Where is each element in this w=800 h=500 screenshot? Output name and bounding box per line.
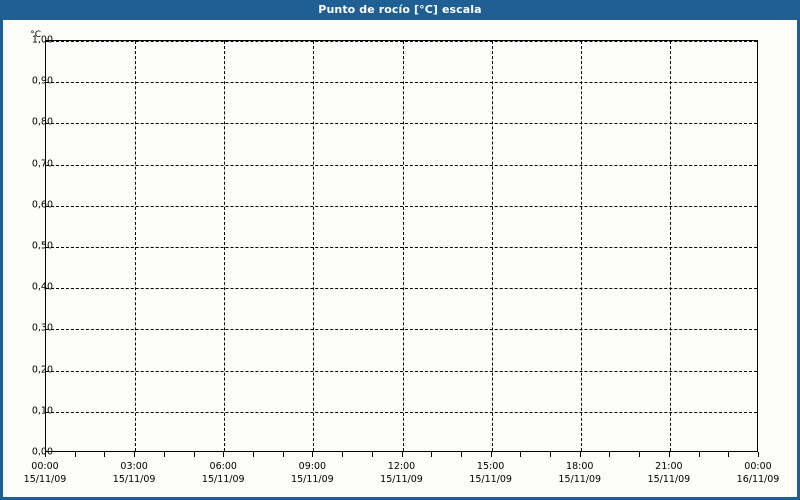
x-tick-time: 00:00 bbox=[31, 461, 59, 472]
y-axis-tick-label: 1,00 bbox=[31, 34, 53, 46]
gridline-vertical bbox=[580, 41, 582, 451]
x-tick-date: 15/11/09 bbox=[291, 474, 334, 485]
gridline-horizontal bbox=[46, 82, 757, 84]
plot-area[interactable] bbox=[45, 40, 758, 452]
x-tick-time: 06:00 bbox=[209, 461, 237, 472]
x-axis-tick-mark bbox=[282, 452, 284, 457]
x-tick-time: 18:00 bbox=[566, 461, 594, 472]
x-tick-date: 15/11/09 bbox=[112, 474, 156, 485]
gridline-vertical bbox=[491, 41, 493, 451]
x-tick-time: 15:00 bbox=[476, 461, 505, 472]
window-title-bar: Punto de rocío [°C] escala bbox=[0, 0, 800, 20]
x-axis-tick-mark bbox=[520, 452, 522, 457]
y-axis-tick-label: 0,50 bbox=[31, 240, 53, 252]
x-axis-tick-label: 15:00 15/11/09 bbox=[469, 460, 512, 486]
x-axis-tick-mark bbox=[371, 452, 373, 457]
x-axis-tick-mark bbox=[579, 452, 581, 457]
gridline-horizontal bbox=[46, 41, 757, 42]
gridline-horizontal bbox=[46, 247, 757, 248]
y-axis-tick-label: 0,60 bbox=[31, 199, 53, 211]
gridline-horizontal bbox=[46, 205, 757, 207]
x-axis-tick-label: 00:00 15/11/09 bbox=[24, 460, 67, 486]
x-axis-tick-mark bbox=[342, 452, 344, 457]
x-axis-tick-mark bbox=[134, 452, 136, 457]
y-axis-unit-label: °C bbox=[30, 30, 41, 40]
chart-canvas: °C 1,00 0,90 0,80 0,70 0,60 0,50 0,40 0,30 0,20 0… bbox=[3, 20, 797, 497]
x-axis-tick-label: 06:00 15/11/09 bbox=[202, 460, 245, 486]
x-tick-date: 15/11/09 bbox=[469, 474, 512, 485]
x-axis-tick-mark bbox=[460, 452, 462, 457]
gridline-vertical bbox=[669, 41, 671, 451]
gridline-horizontal bbox=[46, 329, 757, 331]
x-axis-tick-label: 09:00 15/11/09 bbox=[291, 460, 334, 486]
y-axis-tick-label: 0,70 bbox=[31, 158, 53, 170]
y-axis-tick-label: 0,30 bbox=[31, 322, 53, 334]
y-axis-tick-label: 0,90 bbox=[31, 75, 53, 87]
y-axis-tick-label: 0,00 bbox=[31, 446, 53, 458]
x-axis-tick-mark bbox=[163, 452, 165, 457]
x-tick-date: 16/11/09 bbox=[736, 474, 780, 485]
gridline-vertical bbox=[224, 41, 226, 451]
x-axis-tick-mark bbox=[193, 452, 195, 457]
y-axis-tick-label: 0,10 bbox=[31, 405, 53, 417]
x-axis-tick-mark bbox=[639, 452, 641, 457]
x-tick-date: 15/11/09 bbox=[23, 474, 67, 485]
gridline-horizontal bbox=[46, 288, 757, 290]
x-axis-tick-label: 03:00 15/11/09 bbox=[113, 460, 156, 486]
x-axis-tick-mark bbox=[490, 452, 492, 457]
x-axis-tick-mark bbox=[550, 452, 552, 457]
x-tick-date: 15/11/09 bbox=[380, 474, 423, 485]
x-axis-tick-label: 21:00 15/11/09 bbox=[648, 460, 691, 486]
gridline-horizontal bbox=[46, 164, 757, 166]
x-axis-tick-mark bbox=[609, 452, 611, 457]
x-axis-tick-mark bbox=[74, 452, 76, 457]
page-title: Punto de rocío [°C] escala bbox=[318, 3, 482, 16]
x-axis-tick-mark bbox=[252, 452, 254, 457]
x-axis-tick-mark bbox=[698, 452, 700, 457]
x-axis-tick-mark bbox=[223, 452, 225, 457]
x-tick-time: 21:00 bbox=[655, 461, 683, 472]
gridline-horizontal bbox=[46, 123, 757, 125]
x-axis-tick-mark bbox=[758, 452, 759, 457]
x-axis-tick-label: 00:00 16/11/09 bbox=[737, 460, 780, 486]
gridline-vertical bbox=[135, 41, 137, 451]
x-axis-tick-mark bbox=[431, 452, 433, 457]
x-axis-tick-mark bbox=[45, 452, 46, 457]
gridline-horizontal bbox=[46, 370, 757, 372]
y-axis-tick-label: 0,80 bbox=[31, 116, 53, 128]
x-axis-tick-label: 18:00 15/11/09 bbox=[558, 460, 601, 486]
y-axis-tick-label: 0,40 bbox=[31, 281, 53, 293]
x-tick-time: 00:00 bbox=[744, 461, 772, 472]
chart-content-panel: °C 1,00 0,90 0,80 0,70 0,60 0,50 0,40 0,30 0,20 0… bbox=[3, 20, 797, 497]
x-axis-tick-mark bbox=[312, 452, 314, 457]
x-tick-date: 15/11/09 bbox=[201, 474, 245, 485]
gridline-vertical bbox=[313, 41, 315, 451]
x-axis-tick-mark bbox=[104, 452, 106, 457]
x-tick-date: 15/11/09 bbox=[647, 474, 691, 485]
x-axis-tick-mark bbox=[401, 452, 403, 457]
x-axis-tick-mark bbox=[728, 452, 730, 457]
x-axis-tick-mark bbox=[668, 452, 670, 457]
x-tick-time: 09:00 bbox=[298, 461, 327, 472]
x-tick-time: 03:00 bbox=[120, 461, 148, 472]
gridline-vertical bbox=[402, 41, 404, 451]
x-axis-tick-label: 12:00 15/11/09 bbox=[380, 460, 423, 486]
y-axis-tick-label: 0,20 bbox=[31, 364, 53, 376]
gridline-horizontal bbox=[46, 411, 757, 413]
x-tick-date: 15/11/09 bbox=[558, 474, 602, 485]
x-tick-time: 12:00 bbox=[387, 461, 416, 472]
